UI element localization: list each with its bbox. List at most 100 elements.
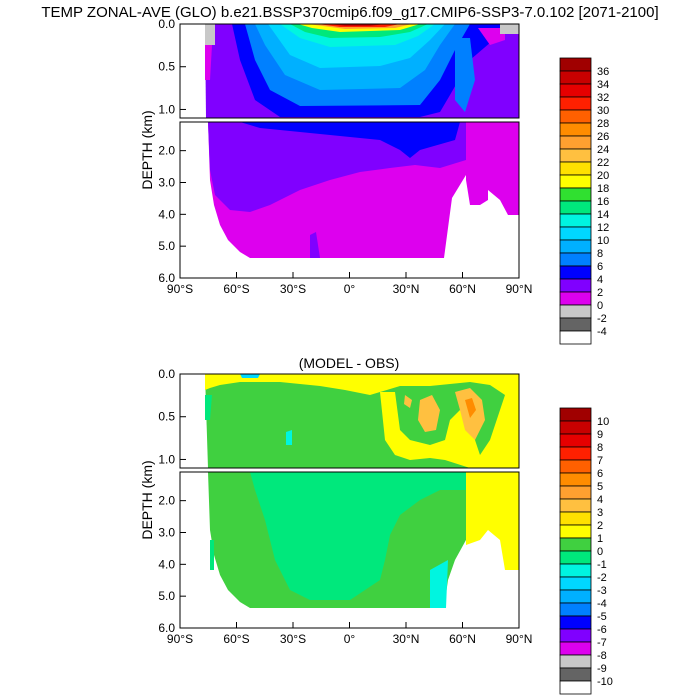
- colorbar-swatch: [559, 96, 592, 111]
- x-tick-label: 30°N: [393, 282, 420, 296]
- x-tick-label: 90°N: [506, 632, 533, 646]
- colorbar-swatch: [559, 200, 592, 215]
- y-tick-label: 3.0: [158, 175, 175, 189]
- colorbar-label: 6: [597, 468, 603, 480]
- colorbar-label: 36: [597, 66, 609, 78]
- surface-yellow-band: [205, 374, 519, 395]
- colorbar-label: -7: [597, 637, 607, 649]
- colorbar-label: -2: [597, 572, 607, 584]
- colorbar-label: -4: [597, 598, 607, 610]
- colorbar-swatch: [559, 446, 592, 461]
- x-tick-label: 90°N: [506, 282, 533, 296]
- colorbar-swatch: [559, 420, 592, 435]
- colorbar-label: -1: [597, 559, 607, 571]
- colorbar-swatch: [559, 57, 592, 72]
- y-tick-label: 2.0: [158, 494, 175, 508]
- x-tick-label: 60°N: [449, 282, 476, 296]
- colorbar-swatch: [559, 433, 592, 448]
- colorbar-label: 14: [597, 209, 609, 221]
- upper-depth-field: [179, 373, 520, 469]
- x-tick-label: 0°: [344, 632, 356, 646]
- x-ticks: 90°S 60°S 30°S 0° 30°N 60°N 90°N: [167, 272, 532, 296]
- x-ticks: 90°S 60°S 30°S 0° 30°N 60°N 90°N: [167, 622, 532, 646]
- model-minus-obs-panel: (MODEL - OBS) DEPTH (km) 0.0 0.5 1.0: [139, 355, 613, 695]
- colorbar-swatch: [559, 615, 592, 630]
- colorbar-swatch: [559, 330, 592, 345]
- colorbar-label: 22: [597, 157, 609, 169]
- colorbar-label: -5: [597, 611, 607, 623]
- colorbar-swatch: [559, 83, 592, 98]
- colorbar-label: 10: [597, 416, 609, 428]
- colorbar-label: 9: [597, 429, 603, 441]
- colorbar-swatch: [559, 628, 592, 643]
- lower-depth-field: [179, 121, 520, 279]
- colorbar-label: 6: [597, 261, 603, 273]
- upper-depth-field: [179, 23, 520, 119]
- colorbar-swatch: [559, 485, 592, 500]
- colorbar-swatch: [559, 407, 592, 422]
- colorbar-label: 4: [597, 494, 603, 506]
- lower-depth-field: [179, 471, 520, 629]
- colorbar-label: -10: [597, 676, 613, 688]
- colorbar-label: 2: [597, 520, 603, 532]
- y-tick-label: 0.0: [158, 17, 175, 31]
- colorbar-swatch: [559, 226, 592, 241]
- x-tick-label: 0°: [344, 282, 356, 296]
- colorbar-swatch: [559, 641, 592, 656]
- colorbar-swatch: [559, 537, 592, 552]
- colorbar-swatch: [559, 109, 592, 124]
- colorbar-label: 34: [597, 79, 609, 91]
- y-tick-label: 6.0: [158, 271, 175, 285]
- y-tick-label: 1.0: [158, 102, 175, 116]
- y-tick-label: 5.0: [158, 239, 175, 253]
- colorbar-swatch: [559, 680, 592, 695]
- temperature-panel: DEPTH (km) 0.0 0.5 1.0 2.0 3.0 4.0 5.0 6.0 90°…: [139, 17, 609, 345]
- colorbar-label: 4: [597, 274, 603, 286]
- x-tick-label: 60°N: [449, 632, 476, 646]
- colorbar-label: 26: [597, 131, 609, 143]
- colorbar-label: 3: [597, 507, 603, 519]
- y-tick-label: 4.0: [158, 207, 175, 221]
- colorbar-label: 28: [597, 118, 609, 130]
- y-tick-label: 0.0: [158, 367, 175, 381]
- x-tick-label: 60°S: [223, 632, 249, 646]
- colorbar-swatch: [559, 291, 592, 306]
- colorbar-swatch: [559, 667, 592, 682]
- panel-title: (MODEL - OBS): [299, 355, 400, 371]
- colorbar-label: 16: [597, 196, 609, 208]
- colorbar-label: 7: [597, 455, 603, 467]
- colorbar-swatch: [559, 122, 592, 137]
- colorbar-swatch: [559, 239, 592, 254]
- page-title: TEMP ZONAL-AVE (GLO) b.e21.BSSP370cmip6.…: [41, 4, 659, 21]
- colorbar-swatch: [559, 602, 592, 617]
- y-tick-label: 4.0: [158, 557, 175, 571]
- x-tick-label: 60°S: [223, 282, 249, 296]
- y-axis-label: DEPTH (km): [139, 110, 155, 189]
- y-axis-label: DEPTH (km): [139, 460, 155, 539]
- y-ticks-lower: 2.0 3.0 4.0 5.0 6.0: [158, 144, 186, 285]
- colorbar-label: 24: [597, 144, 609, 156]
- colorbar-label: 32: [597, 92, 609, 104]
- colorbar-label: 18: [597, 183, 609, 195]
- colorbar-label: 1: [597, 533, 603, 545]
- colorbar-label: 8: [597, 442, 603, 454]
- colorbar-label: -2: [597, 313, 607, 325]
- x-tick-label: 30°S: [280, 632, 306, 646]
- colorbar-swatch: [559, 135, 592, 150]
- colorbar-swatch: [559, 472, 592, 487]
- y-ticks-upper: 0.0 0.5 1.0: [158, 367, 186, 466]
- x-tick-label: 90°S: [167, 282, 193, 296]
- x-tick-label: 90°S: [167, 632, 193, 646]
- colorbar-label: -9: [597, 663, 607, 675]
- y-tick-label: 3.0: [158, 525, 175, 539]
- colorbar-label: 12: [597, 222, 609, 234]
- y-ticks-lower: 2.0 3.0 4.0 5.0 6.0: [158, 494, 186, 635]
- colorbar-swatch: [559, 174, 592, 189]
- colorbar-swatch: [559, 265, 592, 280]
- colorbar-swatch: [559, 187, 592, 202]
- colorbar-label: 0: [597, 300, 603, 312]
- colorbar-label: 2: [597, 287, 603, 299]
- colorbar-swatch: [559, 278, 592, 293]
- colorbar-swatch: [559, 148, 592, 163]
